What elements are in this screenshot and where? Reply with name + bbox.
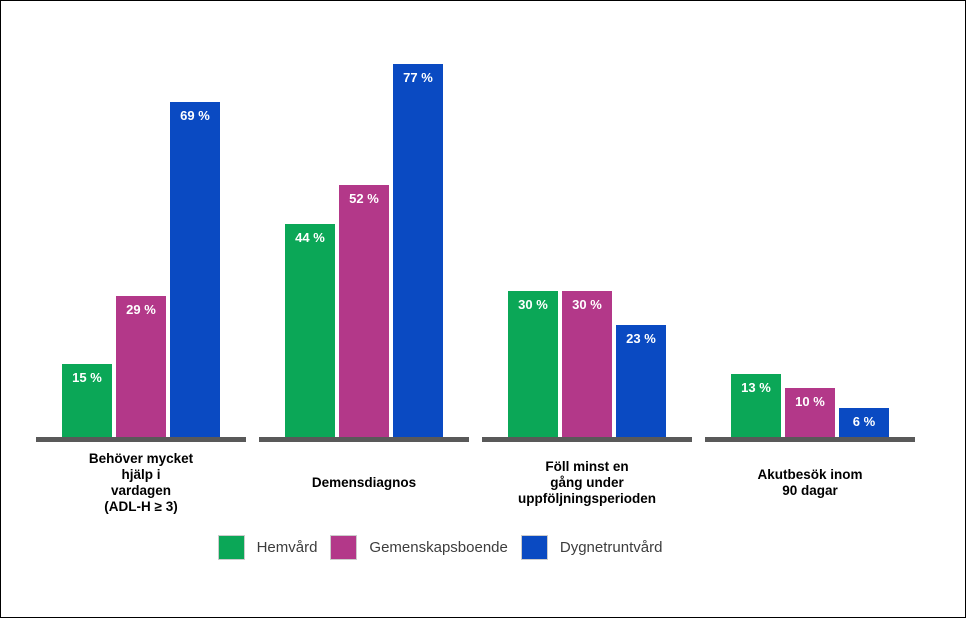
category-label-line: 90 dagar <box>782 483 838 498</box>
x-axis-line <box>36 437 246 442</box>
bar-value-label: 23 % <box>626 331 656 346</box>
bar-group-demensdiagnos: 44 % 52 % 77 % Demensdiagnos <box>259 59 469 518</box>
bar-cluster: 15 % 29 % 69 % <box>36 59 246 437</box>
bar-gemenskapsboende: 29 % <box>116 296 166 437</box>
bar-hemvard: 15 % <box>62 364 112 437</box>
bar-value-label: 30 % <box>572 297 602 312</box>
category-label-line: (ADL-H ≥ 3) <box>104 499 178 515</box>
bar-dygnetruntvard: 6 % <box>839 408 889 437</box>
legend-item-hemvard: Hemvård <box>217 535 318 560</box>
x-axis-line <box>482 437 692 442</box>
bar-gemenskapsboende: 52 % <box>339 185 389 437</box>
legend-swatch-hemvard <box>217 535 245 560</box>
legend-label-gemenskapsboende: Gemenskapsboende <box>369 539 508 556</box>
legend-swatch-gemenskapsboende <box>330 535 358 560</box>
bar-dygnetruntvard: 23 % <box>616 325 666 437</box>
bar-hemvard: 13 % <box>731 374 781 437</box>
legend: Hemvård Gemenskapsboende Dygnetruntvård <box>1 535 922 560</box>
chart-plot-area: 15 % 29 % 69 % Behöver mycket hjälp i vardage… <box>36 59 915 518</box>
category-label-line: Behöver mycket <box>88 450 194 466</box>
bar-value-label: 15 % <box>72 370 102 385</box>
category-label: Behöver mycket hjälp i vardagen (ADL-H ≥ 3) <box>36 442 246 518</box>
category-label: Demensdiagnos <box>259 442 469 518</box>
legend-item-dygnetruntvard: Dygnetruntvård <box>520 535 663 560</box>
category-label-line: gång under <box>550 474 624 490</box>
bar-group-akutbesok-inom-90-dagar: 13 % 10 % 6 % Akutbesök inom 90 dagar <box>705 59 915 518</box>
legend-item-gemenskapsboende: Gemenskapsboende <box>330 535 508 560</box>
x-axis-line <box>705 437 915 442</box>
category-label-line: vardagen <box>110 483 172 498</box>
legend-label-hemvard: Hemvård <box>256 539 318 556</box>
legend-swatch-dygnetruntvard <box>520 535 548 560</box>
bar-value-label: 30 % <box>518 297 548 312</box>
bar-value-label: 77 % <box>403 70 433 85</box>
bar-cluster: 13 % 10 % 6 % <box>705 59 915 437</box>
category-label-line: Föll minst en <box>545 458 629 474</box>
bar-value-label: 13 % <box>741 380 771 395</box>
category-label-line: Akutbesök inom <box>757 466 863 482</box>
bar-value-label: 29 % <box>126 302 156 317</box>
bar-gemenskapsboende: 30 % <box>562 291 612 437</box>
bar-group-foll-minst-en-gang-under-uppfoljningsperioden: 30 % 30 % 23 % Föll minst en gång under uppfö… <box>482 59 692 518</box>
bar-dygnetruntvard: 77 % <box>393 64 443 437</box>
bar-dygnetruntvard: 69 % <box>170 102 220 437</box>
bar-value-label: 10 % <box>795 394 825 409</box>
category-label-line: uppföljningsperioden <box>518 491 656 507</box>
category-label-line: hjälp i <box>121 466 161 482</box>
bar-cluster: 44 % 52 % 77 % <box>259 59 469 437</box>
x-axis-line <box>259 437 469 442</box>
bar-cluster: 30 % 30 % 23 % <box>482 59 692 437</box>
bar-group-behover-mycket-hjalp-i-vardagen-adl-h-3-: 15 % 29 % 69 % Behöver mycket hjälp i vardage… <box>36 59 246 518</box>
legend-label-dygnetruntvard: Dygnetruntvård <box>559 539 663 556</box>
bar-gemenskapsboende: 10 % <box>785 388 835 437</box>
category-label: Föll minst en gång under uppföljningsperio… <box>482 442 692 518</box>
bar-hemvard: 44 % <box>285 224 335 437</box>
bar-value-label: 69 % <box>180 108 210 123</box>
bar-value-label: 52 % <box>349 191 379 206</box>
category-label-line: Demensdiagnos <box>311 474 417 490</box>
category-label: Akutbesök inom 90 dagar <box>705 442 915 518</box>
bar-hemvard: 30 % <box>508 291 558 437</box>
bar-value-label: 6 % <box>852 414 876 429</box>
bar-value-label: 44 % <box>295 230 325 245</box>
